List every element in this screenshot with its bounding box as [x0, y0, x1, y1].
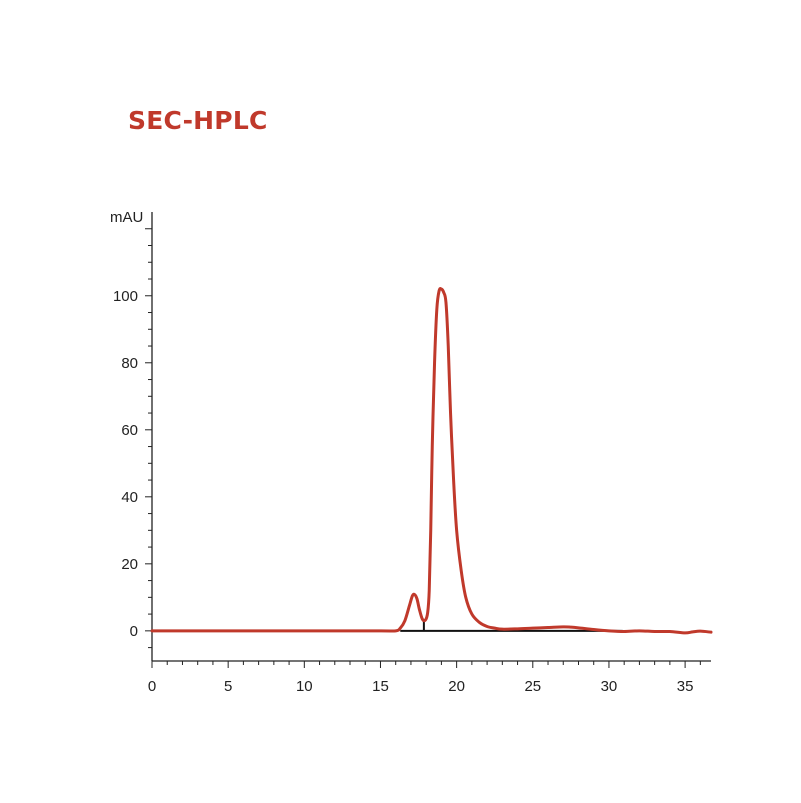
x-tick-label: 30	[601, 678, 618, 695]
x-tick-label: 15	[372, 678, 389, 695]
x-tick-label: 35	[677, 678, 694, 695]
x-tick-label: 25	[524, 678, 541, 695]
x-tick-label: 5	[224, 678, 232, 695]
y-tick-label: 0	[130, 623, 138, 640]
x-tick-label: 10	[296, 678, 313, 695]
x-tick-label: 20	[448, 678, 465, 695]
y-tick-label: 60	[121, 422, 138, 439]
trace-layer	[150, 287, 713, 635]
y-axis-unit-label: mAU	[110, 209, 143, 226]
chromatogram-trace	[150, 287, 713, 635]
y-tick-label: 100	[113, 288, 138, 305]
axes-layer: 0 20 40 60 80 100 0 5 10 15 20 25 30 35	[113, 212, 711, 695]
x-tick-label: 0	[148, 678, 156, 695]
y-tick-label: 80	[121, 355, 138, 372]
y-tick-label: 40	[121, 489, 138, 506]
y-tick-label: 20	[121, 556, 138, 573]
chart-title: SEC-HPLC	[128, 106, 268, 135]
